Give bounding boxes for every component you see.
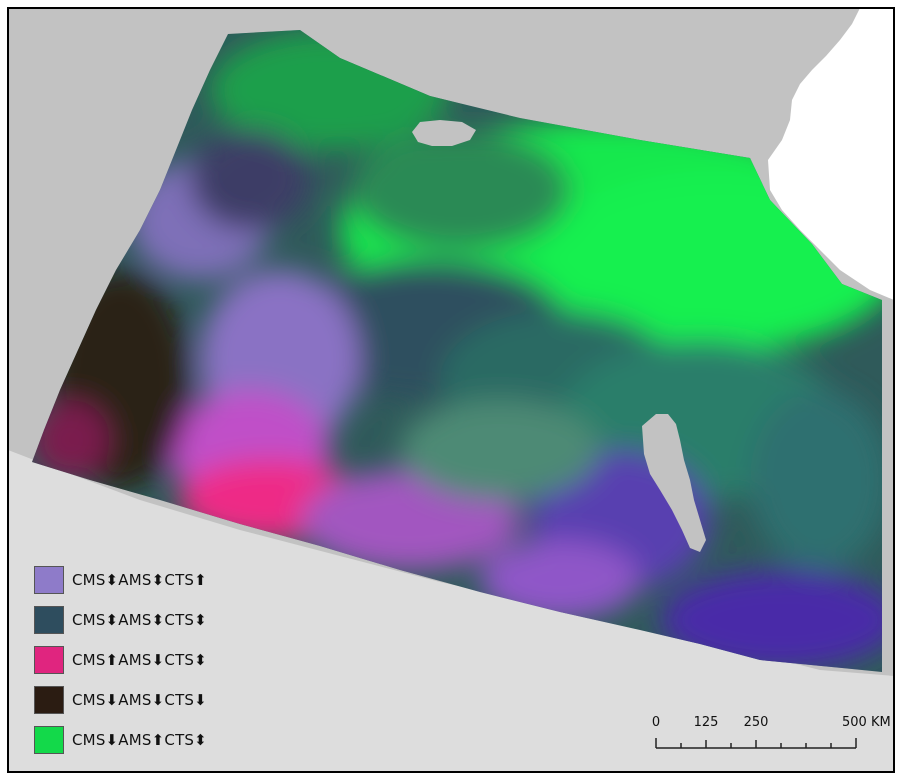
legend-swatch (34, 606, 64, 634)
legend-swatch (34, 726, 64, 754)
legend-swatch (34, 566, 64, 594)
legend-label: CMS⬇AMS⬆CTS⬍ (72, 731, 207, 749)
legend-label: CMS⬇AMS⬇CTS⬇ (72, 691, 207, 709)
legend-label: CMS⬆AMS⬇CTS⬍ (72, 651, 207, 669)
coast-sea (768, 8, 894, 300)
legend-item: CMS⬆AMS⬇CTS⬍ (34, 646, 207, 674)
legend-item: CMS⬇AMS⬇CTS⬇ (34, 686, 207, 714)
scale-label-250: 250 (743, 715, 769, 730)
legend-label: CMS⬍AMS⬍CTS⬆ (72, 571, 207, 589)
map-frame (7, 7, 895, 773)
legend-label: CMS⬍AMS⬍CTS⬍ (72, 611, 207, 629)
lake-north (412, 120, 476, 146)
scale-label-0: 0 (651, 715, 661, 730)
legend-swatch (34, 646, 64, 674)
scale-label-500: 500 KM (842, 715, 891, 730)
legend: CMS⬍AMS⬍CTS⬆ CMS⬍AMS⬍CTS⬍ CMS⬆AMS⬇CTS⬍ C… (34, 566, 207, 754)
lake-south (642, 414, 706, 552)
legend-swatch (34, 686, 64, 714)
scale-bar-graphic (655, 738, 857, 749)
scale-bar: 0 125 250 500 KM (646, 715, 891, 755)
bottom-land (8, 450, 894, 772)
legend-item: CMS⬍AMS⬍CTS⬆ (34, 566, 207, 594)
scale-label-125: 125 (693, 715, 719, 730)
legend-item: CMS⬍AMS⬍CTS⬍ (34, 606, 207, 634)
legend-item: CMS⬇AMS⬆CTS⬍ (34, 726, 207, 754)
